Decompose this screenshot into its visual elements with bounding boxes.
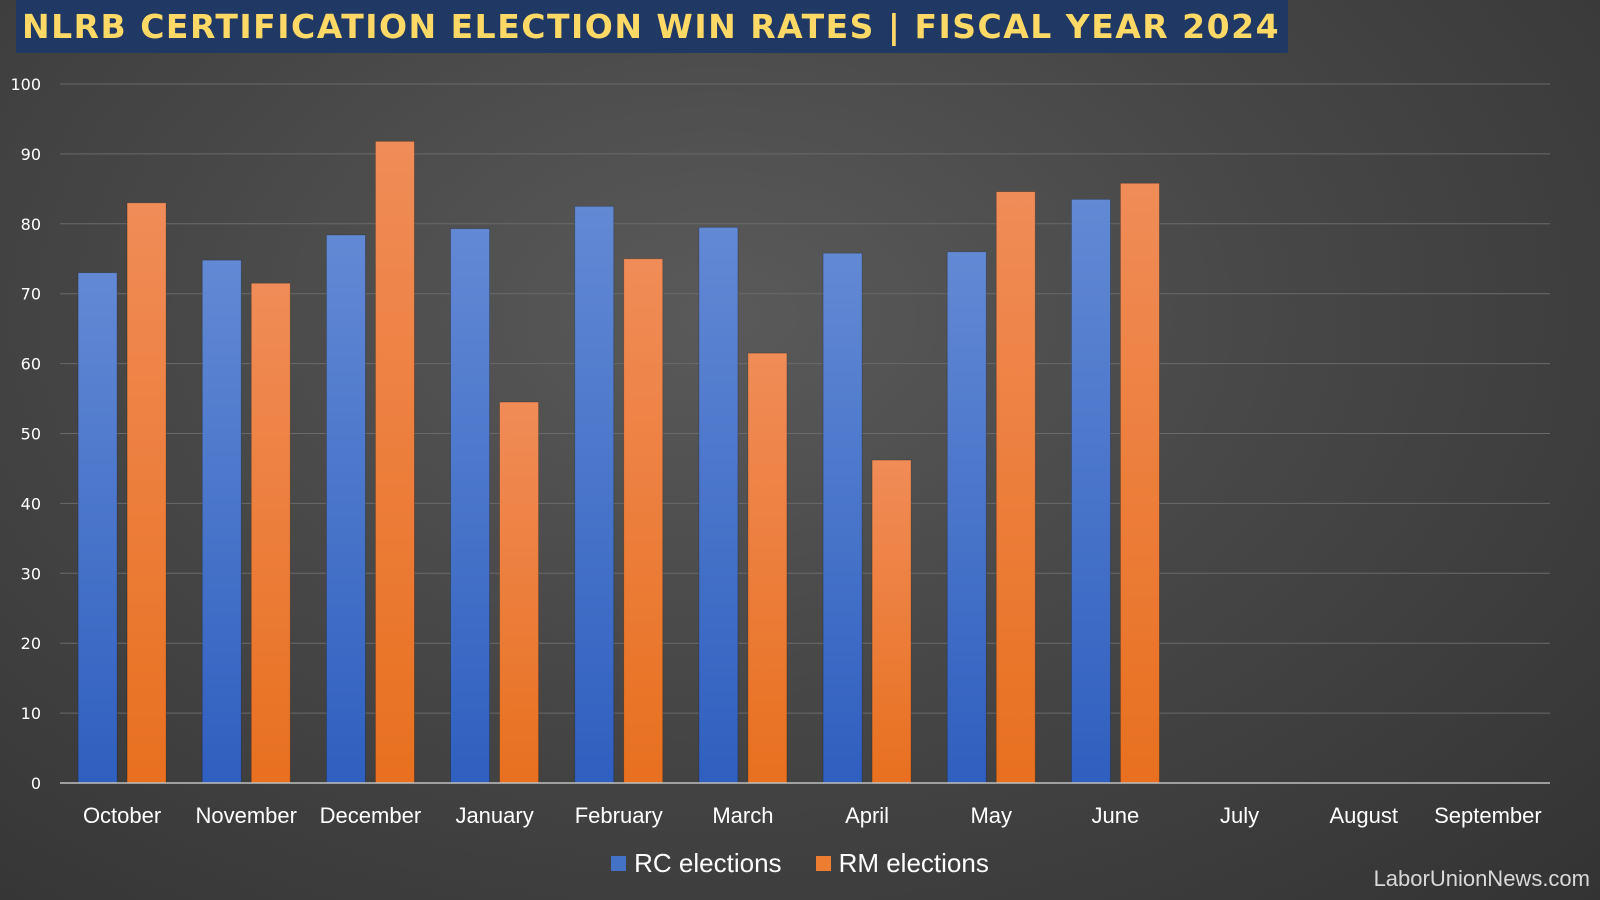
x-tick-label: March (712, 803, 773, 828)
x-tick-label: February (575, 803, 663, 828)
chart-title: NLRB CERTIFICATION ELECTION WIN RATES | … (22, 7, 1281, 46)
bar-rc-november (201, 259, 242, 784)
y-tick-label: 0 (31, 774, 41, 793)
x-tick-label: July (1220, 803, 1259, 828)
bar-rm-march (747, 352, 788, 784)
bar-rc-january (450, 228, 490, 784)
bar-rc-march (698, 226, 739, 784)
y-tick-label: 20 (21, 634, 41, 653)
x-tick-label: October (83, 803, 161, 828)
bar-rm-may (995, 191, 1036, 784)
bar-rm-december (375, 140, 415, 784)
x-tick-label: December (320, 803, 421, 828)
y-tick-label: 50 (21, 425, 41, 444)
legend-label-rc: RC elections (634, 848, 782, 878)
y-tick-label: 10 (21, 704, 41, 723)
y-tick-label: 60 (21, 355, 41, 374)
y-tick-label: 70 (21, 285, 41, 304)
bar-rm-january (499, 401, 539, 784)
legend-item-rc: RC elections (611, 848, 782, 879)
chart-legend: RC elections RM elections (0, 848, 1600, 879)
y-tick-label: 100 (10, 75, 41, 94)
watermark: LaborUnionNews.com (1373, 866, 1590, 891)
y-tick-label: 80 (21, 215, 41, 234)
bar-rc-february (574, 205, 615, 784)
bar-rm-april (871, 459, 912, 784)
x-tick-label: January (455, 803, 533, 828)
y-tick-label: 90 (21, 145, 41, 164)
legend-swatch-rc (611, 856, 627, 871)
bar-rc-december (326, 234, 366, 784)
bar-rc-june (1071, 198, 1111, 784)
y-tick-label: 40 (21, 494, 41, 513)
x-tick-label: August (1330, 803, 1399, 828)
legend-item-rm: RM elections (815, 848, 989, 879)
x-tick-label: June (1092, 803, 1140, 828)
bar-rm-november (250, 282, 291, 784)
bar-rc-april (822, 252, 863, 784)
x-tick-label: April (845, 803, 889, 828)
y-tick-label: 30 (21, 564, 41, 583)
bar-rc-may (946, 251, 987, 784)
x-tick-label: May (970, 803, 1012, 828)
bar-rm-october (126, 202, 167, 784)
legend-label-rm: RM elections (838, 848, 989, 878)
bar-rm-february (623, 258, 664, 784)
bar-rm-june (1120, 182, 1160, 784)
bar-rc-october (77, 272, 118, 784)
x-tick-label: November (196, 803, 297, 828)
chart-title-banner: NLRB CERTIFICATION ELECTION WIN RATES | … (16, 0, 1289, 53)
legend-swatch-rm (815, 856, 831, 871)
x-tick-label: September (1434, 803, 1542, 828)
